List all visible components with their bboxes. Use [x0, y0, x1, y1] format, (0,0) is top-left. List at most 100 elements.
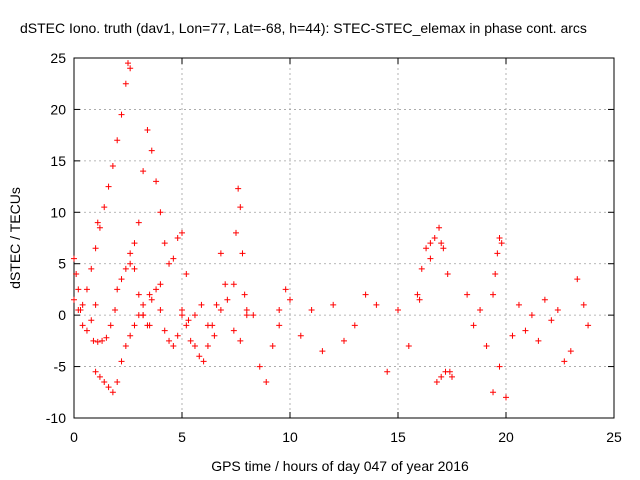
- data-point: [243, 312, 250, 319]
- data-point: [423, 245, 430, 252]
- x-tick-label: 5: [178, 429, 186, 445]
- data-point: [101, 379, 108, 385]
- data-point: [528, 312, 535, 319]
- x-tick-label: 25: [606, 429, 622, 445]
- series-arc4: [92, 281, 164, 396]
- series-arc10: [414, 224, 451, 298]
- y-tick-label: 10: [50, 204, 66, 220]
- series-arc13: [490, 235, 505, 298]
- data-point: [170, 255, 177, 262]
- data-point: [446, 368, 453, 375]
- data-point: [433, 379, 440, 385]
- data-point: [490, 389, 497, 396]
- data-point: [496, 363, 503, 370]
- data-point: [105, 384, 112, 391]
- tick-marks: [73, 57, 615, 419]
- data-point: [233, 229, 239, 236]
- data-point: [427, 240, 434, 247]
- data-point: [88, 317, 95, 324]
- data-point: [92, 245, 99, 252]
- data-point: [101, 204, 108, 211]
- data-point: [183, 322, 190, 329]
- data-point: [492, 271, 499, 277]
- series-arc9: [276, 240, 455, 380]
- data-point: [109, 389, 116, 396]
- chart-title: dSTEC Iono. truth (dav1, Lon=77, Lat=-68…: [20, 20, 587, 36]
- series-arc8: [230, 185, 250, 319]
- data-point: [470, 322, 477, 329]
- data-point: [157, 209, 164, 216]
- data-point: [196, 353, 203, 360]
- data-point: [235, 185, 242, 192]
- data-point: [585, 322, 592, 329]
- data-point: [146, 291, 153, 298]
- x-tick-label: 10: [282, 429, 298, 445]
- data-point: [250, 312, 257, 319]
- data-point: [444, 271, 451, 277]
- series-arc7: [179, 286, 289, 385]
- data-point: [204, 322, 211, 329]
- data-point: [224, 296, 231, 303]
- data-point: [96, 373, 103, 380]
- y-tick-label: 15: [50, 153, 66, 169]
- data-point: [77, 307, 84, 313]
- data-point: [330, 301, 337, 308]
- data-point: [92, 301, 99, 308]
- data-point: [161, 327, 168, 334]
- data-point: [118, 358, 125, 365]
- data-point: [191, 312, 198, 319]
- data-point: [239, 250, 246, 257]
- data-point: [440, 245, 447, 252]
- data-point: [496, 235, 503, 241]
- data-point: [449, 373, 455, 380]
- data-point: [75, 286, 82, 293]
- data-point: [522, 327, 529, 334]
- series-arc1: [71, 60, 134, 313]
- data-point: [464, 291, 471, 298]
- data-point: [541, 296, 548, 303]
- data-point: [243, 307, 250, 313]
- y-tick-label: -10: [46, 410, 66, 426]
- data-point: [362, 291, 369, 298]
- data-point: [319, 348, 326, 355]
- data-point: [237, 204, 244, 211]
- data-point: [241, 291, 248, 298]
- data-point: [92, 368, 99, 375]
- data-point: [71, 255, 77, 262]
- data-point: [427, 255, 434, 262]
- data-point: [79, 301, 86, 308]
- data-point: [414, 291, 421, 298]
- data-point: [483, 343, 490, 349]
- data-point: [135, 219, 142, 226]
- data-point: [183, 271, 190, 277]
- data-point: [567, 348, 574, 355]
- data-point: [157, 281, 164, 288]
- data-point: [148, 296, 155, 303]
- data-point: [161, 240, 168, 247]
- x-tick-labels: 0 5 10 15 20 25: [70, 429, 622, 445]
- data-point: [127, 260, 134, 267]
- data-point: [395, 307, 401, 313]
- data-point: [179, 229, 185, 236]
- data-point: [99, 337, 106, 344]
- data-point: [204, 343, 211, 349]
- y-tick-label: 0: [58, 307, 66, 323]
- data-point: [230, 327, 237, 334]
- data-point: [580, 301, 587, 308]
- data-point: [127, 250, 134, 257]
- data-point: [103, 334, 110, 341]
- data-point: [174, 235, 181, 241]
- data-point: [118, 276, 125, 283]
- y-tick-label: 25: [50, 50, 66, 66]
- data-point: [83, 286, 90, 293]
- data-point: [494, 250, 501, 257]
- x-axis-label: GPS time / hours of day 047 of year 2016: [211, 458, 469, 474]
- data-point: [222, 281, 229, 288]
- data-point: [503, 394, 509, 401]
- data-point: [416, 296, 423, 303]
- series-arc5: [127, 127, 190, 277]
- data-point: [351, 322, 358, 329]
- data-point: [122, 265, 129, 272]
- data-point: [109, 163, 116, 169]
